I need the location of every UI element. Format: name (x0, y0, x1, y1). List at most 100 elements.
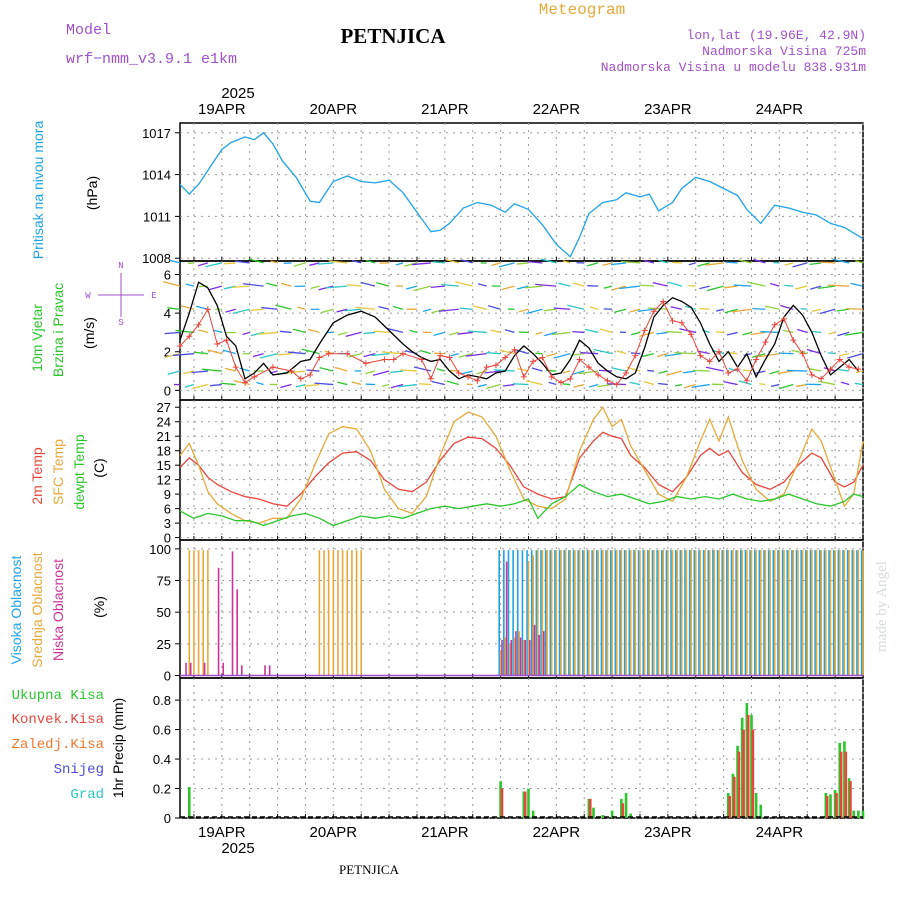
wind-arrow (562, 370, 571, 374)
wind-arrow (837, 331, 850, 337)
gust-mark (390, 356, 397, 363)
precip-bar (588, 798, 592, 818)
y-tick-label: 15 (157, 458, 171, 473)
wind-arrow (809, 262, 822, 266)
model-label: Model (66, 22, 111, 39)
wind-arrow (688, 262, 696, 266)
gust-mark (669, 317, 676, 324)
wind-arrow (578, 370, 599, 375)
wind-arrow (198, 329, 209, 334)
wind-arrow (752, 307, 766, 310)
gust-mark (242, 379, 249, 386)
precip-bar (844, 751, 848, 818)
wind-arrow (499, 349, 515, 355)
wind-arrow (441, 283, 459, 287)
wind-arrow (598, 369, 613, 372)
high-cloud-ylabel: Visoka Oblacnost (8, 556, 24, 665)
footer-station: PETNJICA (339, 862, 400, 877)
wind-arrow (844, 331, 864, 336)
wind-arrow (337, 381, 348, 386)
wind-arrow (172, 353, 194, 357)
wind-arrow (770, 282, 780, 287)
precip-bar (610, 810, 614, 818)
wind-arrow (670, 306, 682, 310)
wind-arrow (692, 369, 710, 372)
gust-mark (632, 352, 639, 359)
wind-arrow (285, 370, 306, 374)
gust-mark (307, 371, 314, 378)
legend-total: Ukupna Kisa (12, 688, 104, 704)
y-tick-label: 2 (164, 345, 171, 360)
wind-arrow (390, 383, 404, 389)
wind-arrow (378, 305, 390, 310)
gust-mark (827, 366, 834, 373)
wind-arrow (344, 308, 362, 312)
product-title: Meteogram (539, 1, 625, 19)
precip-legend: Ukupna Kisa Konvek.Kisa Zaledj.Kisa Snij… (12, 688, 104, 803)
wind-arrow (674, 352, 696, 355)
y-tick-label: 100 (149, 542, 171, 557)
gust-mark (706, 358, 713, 365)
precip-bar (737, 751, 741, 818)
precip-unit: 1hr Precip (mm) (110, 698, 126, 798)
wind-ylabel-sub: Brzina i Pravac (50, 283, 66, 377)
wind-arrow (163, 280, 181, 287)
gust-mark (204, 306, 211, 313)
wind-arrow (746, 281, 766, 287)
gust-mark (214, 341, 221, 348)
wind-arrow (328, 260, 348, 264)
wind-arrow (828, 331, 836, 335)
gust-mark (576, 356, 583, 363)
wind-arrow (758, 353, 780, 358)
wind-arrow (259, 353, 278, 359)
wind-arrow (792, 262, 808, 268)
wind-arrow (167, 307, 181, 310)
cloud-unit: (%) (91, 596, 107, 618)
wind-arrow (558, 282, 571, 287)
gust-mark (799, 350, 806, 357)
wind-arrow (491, 262, 501, 267)
wind-arrow (184, 383, 195, 388)
wind-arrow (571, 370, 585, 376)
wind-arrow (553, 307, 571, 310)
gust-mark (269, 364, 276, 371)
gust-mark (511, 346, 518, 353)
wind-arrow (373, 330, 390, 334)
wind-arrow (304, 383, 320, 387)
series-line (179, 131, 864, 258)
wind-arrow (223, 285, 236, 290)
wind-arrow (301, 348, 320, 355)
wind-arrow (498, 262, 515, 268)
wind-arrow (811, 330, 822, 334)
precip-bar (852, 810, 856, 818)
wind-arrow (261, 306, 278, 310)
wind-arrow (706, 285, 724, 292)
wind-arrow (562, 260, 571, 264)
wind-arrow (180, 305, 195, 310)
wind-arrow (413, 366, 432, 372)
wind-arrow (465, 353, 487, 357)
y-tick-label: 18 (157, 444, 171, 459)
wind-arrow (501, 285, 515, 291)
wind-arrow (297, 306, 306, 310)
wind-arrow (250, 331, 264, 337)
wind-arrow (809, 368, 822, 372)
gust-mark (595, 371, 602, 378)
wind-arrow (518, 308, 529, 313)
gust-mark (557, 379, 564, 386)
wind-arrow (535, 283, 557, 287)
low-cloud-ylabel: Niska Oblacnost (50, 559, 66, 661)
series-line (179, 483, 864, 527)
wind-arrow (777, 370, 794, 375)
day-label-top: 23APR (644, 101, 692, 118)
wind-arrow (819, 261, 836, 264)
legend-frozen: Zaledj.Kisa (12, 737, 104, 753)
y-tick-label: 75 (157, 574, 171, 589)
gust-mark (297, 375, 304, 382)
wind-arrow (433, 331, 446, 337)
wind-arrow (514, 349, 529, 355)
wind-arrow (256, 381, 264, 386)
day-labels-top: 19APR 20APR 21APR 22APR 23APR 24APR (198, 101, 803, 118)
wind-arrow (277, 353, 292, 356)
